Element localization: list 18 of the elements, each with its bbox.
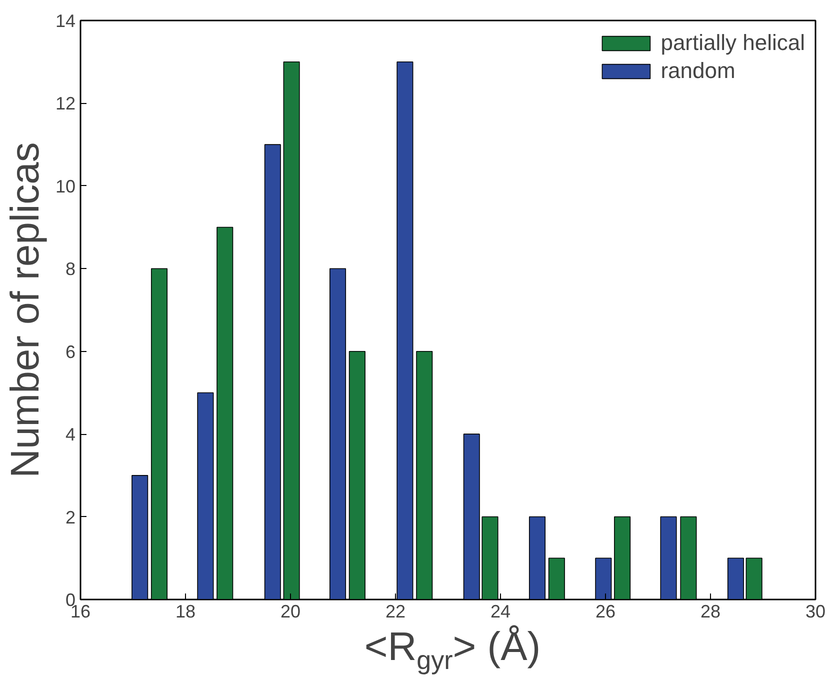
x-tick-label: 18 [175, 602, 196, 622]
x-axis-title: <R$_{gyr}$> (Å) [364, 625, 541, 677]
y-tick-label: 6 [65, 342, 76, 362]
y-tick-label: 2 [65, 507, 76, 528]
legend-label: partially helical [660, 30, 805, 56]
y-tick-label: 8 [65, 259, 76, 280]
x-tick-label: 28 [700, 602, 721, 622]
x-tick-label: 24 [490, 602, 511, 622]
x-tick-label: 22 [385, 602, 406, 622]
x-tick-label: 30 [805, 602, 826, 622]
y-tick-label: 4 [65, 424, 76, 445]
y-tick-label: 14 [55, 11, 76, 31]
legend-label: random [660, 58, 736, 84]
y-axis-title: Number of replicas [3, 142, 48, 478]
x-tick-label: 20 [280, 602, 301, 622]
x-tick-label: 26 [595, 602, 616, 622]
y-tick-label: 10 [55, 176, 76, 196]
y-tick-label: 12 [55, 94, 76, 114]
